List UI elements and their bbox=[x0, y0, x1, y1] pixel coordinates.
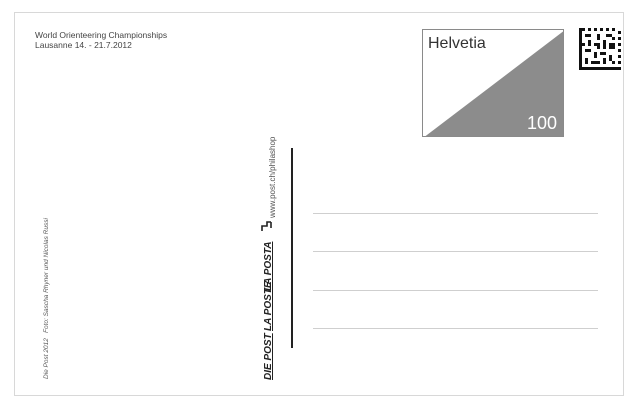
event-dates: Lausanne 14. - 21.7.2012 bbox=[35, 40, 132, 50]
postcard: World Orienteering Championships Lausann… bbox=[14, 12, 624, 396]
brand-die-post: DIE POST bbox=[263, 333, 274, 380]
datamatrix-code-icon bbox=[579, 28, 621, 70]
post-horn-icon bbox=[261, 221, 272, 231]
copyright-text: Die Post 2012 bbox=[43, 338, 50, 379]
event-title: World Orienteering Championships bbox=[35, 30, 168, 40]
stamp-country: Helvetia bbox=[428, 35, 486, 52]
address-line bbox=[313, 213, 598, 214]
brand-la-posta: LA POSTA bbox=[263, 241, 274, 291]
address-line bbox=[313, 328, 598, 329]
stamp-value: 100 bbox=[526, 113, 557, 133]
postage-stamp: Helvetia 100 bbox=[422, 29, 564, 137]
stamp-triangle bbox=[425, 31, 563, 136]
photo-credit: Foto: Sascha Rhyner und Nicolas Russi bbox=[43, 218, 50, 333]
address-line bbox=[313, 290, 598, 291]
divider-line bbox=[291, 148, 293, 348]
address-line bbox=[313, 251, 598, 252]
shop-url: www.post.ch/philashop bbox=[268, 136, 277, 218]
